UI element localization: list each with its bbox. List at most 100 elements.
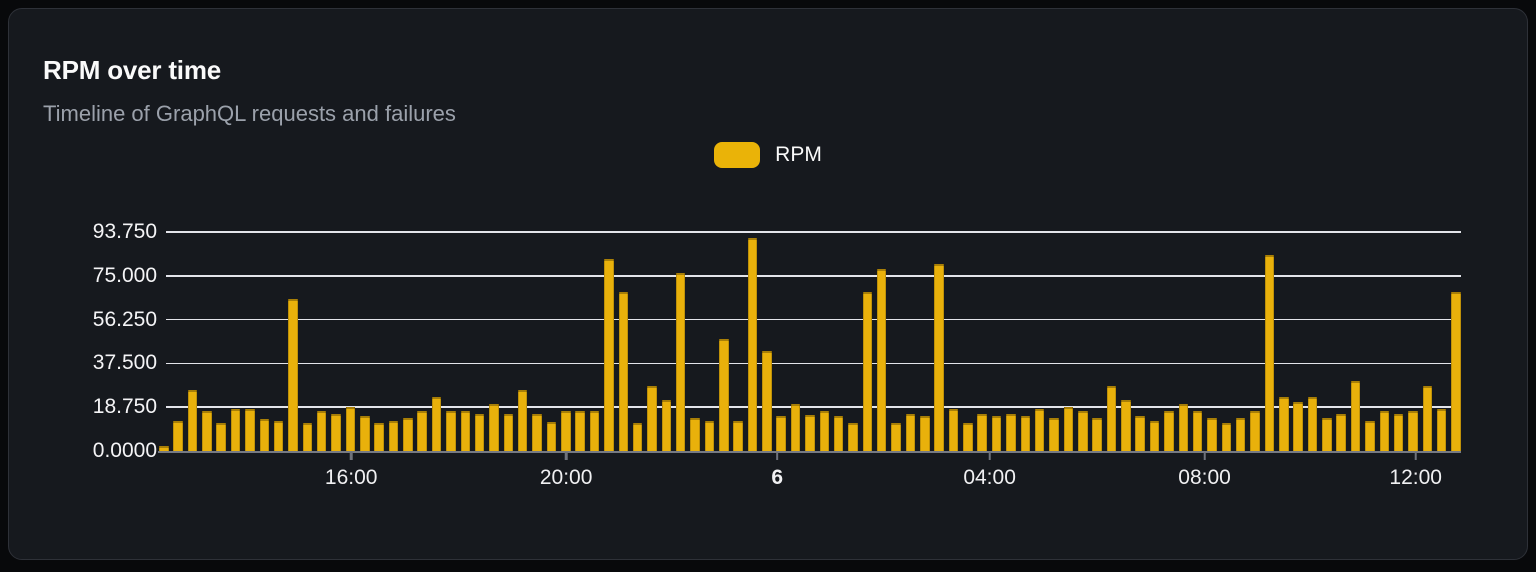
rpm-bar[interactable] [202, 411, 212, 451]
rpm-bar[interactable] [1264, 254, 1275, 451]
rpm-bar[interactable] [1063, 406, 1074, 451]
rpm-bar[interactable] [905, 413, 916, 451]
rpm-bar[interactable] [747, 238, 758, 451]
x-tick-mark [1414, 452, 1417, 460]
rpm-bar[interactable] [546, 421, 557, 451]
rpm-bar[interactable] [1436, 408, 1447, 451]
legend: RPM [9, 142, 1527, 168]
rpm-bar[interactable] [230, 408, 241, 451]
legend-label[interactable]: RPM [775, 143, 822, 166]
rpm-bar[interactable] [316, 411, 327, 451]
rpm-bar[interactable] [159, 446, 169, 451]
rpm-bar[interactable] [345, 406, 356, 451]
rpm-bar[interactable] [1006, 413, 1016, 451]
rpm-bar[interactable] [460, 411, 471, 451]
rpm-bar[interactable] [417, 411, 427, 451]
rpm-bar[interactable] [1149, 420, 1160, 451]
rpm-bar[interactable] [719, 338, 729, 451]
rpm-bar[interactable] [187, 390, 198, 451]
rpm-bar[interactable] [532, 413, 542, 451]
rpm-bar[interactable] [1092, 418, 1102, 451]
rpm-bar[interactable] [934, 264, 944, 451]
rpm-bar[interactable] [503, 413, 514, 451]
rpm-bar[interactable] [977, 413, 987, 451]
rpm-bar[interactable] [1350, 380, 1361, 451]
rpm-bar[interactable] [1106, 385, 1117, 451]
rpm-bar[interactable] [589, 411, 600, 451]
rpm-bar[interactable] [302, 422, 313, 451]
rpm-bar[interactable] [1121, 399, 1131, 451]
rpm-bar[interactable] [733, 420, 743, 451]
rpm-bar[interactable] [1049, 418, 1059, 451]
y-gridline [166, 318, 1461, 321]
rpm-bar[interactable] [259, 419, 270, 451]
rpm-bar[interactable] [805, 414, 815, 451]
rpm-bar[interactable] [446, 411, 456, 451]
rpm-bar[interactable] [403, 418, 413, 451]
rpm-bar[interactable] [762, 350, 772, 451]
rpm-bar[interactable] [173, 420, 183, 451]
rpm-bar[interactable] [1365, 420, 1375, 451]
rpm-bar[interactable] [1078, 411, 1088, 451]
rpm-bar[interactable] [288, 299, 298, 451]
rpm-bar[interactable] [1221, 422, 1232, 451]
rpm-bar[interactable] [1408, 411, 1418, 451]
rpm-bar[interactable] [1379, 411, 1390, 451]
rpm-bar[interactable] [1207, 418, 1217, 451]
rpm-bar[interactable] [431, 397, 442, 451]
rpm-bar[interactable] [273, 420, 284, 451]
rpm-bar[interactable] [1235, 418, 1246, 451]
x-axis-tick: 16:00 [324, 452, 378, 490]
rpm-bar[interactable] [331, 413, 341, 451]
x-axis-tick: 12:00 [1389, 452, 1442, 490]
rpm-bar[interactable] [360, 415, 370, 451]
rpm-bar[interactable] [1293, 401, 1303, 451]
rpm-bar[interactable] [561, 411, 571, 451]
rpm-bar[interactable] [1034, 408, 1045, 451]
rpm-bar[interactable] [1451, 292, 1461, 451]
rpm-bar[interactable] [474, 413, 485, 451]
rpm-bar[interactable] [833, 415, 844, 451]
rpm-bar[interactable] [575, 411, 585, 451]
rpm-bar[interactable] [661, 399, 672, 451]
rpm-bar[interactable] [790, 404, 801, 451]
rpm-bar[interactable] [374, 422, 384, 451]
rpm-bar[interactable] [1020, 415, 1031, 451]
rpm-bar[interactable] [216, 422, 226, 451]
rpm-bar[interactable] [388, 420, 399, 451]
rpm-bar[interactable] [704, 420, 715, 451]
rpm-bar[interactable] [1422, 385, 1433, 451]
rpm-bar[interactable] [245, 408, 255, 451]
rpm-bar[interactable] [1135, 415, 1145, 451]
x-axis-tick-label: 16:00 [324, 466, 378, 489]
rpm-bar[interactable] [618, 292, 628, 451]
rpm-bar[interactable] [1250, 411, 1260, 451]
rpm-bar[interactable] [1279, 397, 1289, 451]
rpm-bar[interactable] [920, 415, 930, 451]
rpm-bar[interactable] [1322, 418, 1332, 451]
legend-swatch-icon[interactable] [714, 142, 761, 168]
rpm-bar[interactable] [604, 259, 614, 451]
rpm-bar[interactable] [1393, 413, 1404, 451]
rpm-bar[interactable] [1192, 411, 1203, 451]
rpm-bar[interactable] [1307, 397, 1318, 451]
rpm-bar[interactable] [489, 404, 499, 451]
rpm-bar[interactable] [517, 390, 528, 451]
rpm-bar[interactable] [632, 422, 643, 451]
rpm-bar[interactable] [647, 385, 657, 451]
rpm-bar[interactable] [876, 268, 887, 451]
rpm-bar[interactable] [675, 273, 686, 451]
rpm-bar[interactable] [1336, 413, 1346, 451]
rpm-bar[interactable] [1164, 411, 1174, 451]
rpm-bar[interactable] [690, 418, 700, 451]
y-axis-tick-label: 18.750 [92, 395, 157, 419]
rpm-bar[interactable] [776, 415, 786, 451]
rpm-bar[interactable] [819, 411, 830, 451]
rpm-bar[interactable] [1178, 404, 1189, 451]
rpm-bar[interactable] [848, 422, 858, 451]
rpm-bar[interactable] [891, 422, 901, 451]
rpm-bar[interactable] [991, 415, 1002, 451]
rpm-bar[interactable] [862, 292, 873, 451]
rpm-bar[interactable] [948, 408, 959, 451]
rpm-bar[interactable] [963, 422, 973, 451]
